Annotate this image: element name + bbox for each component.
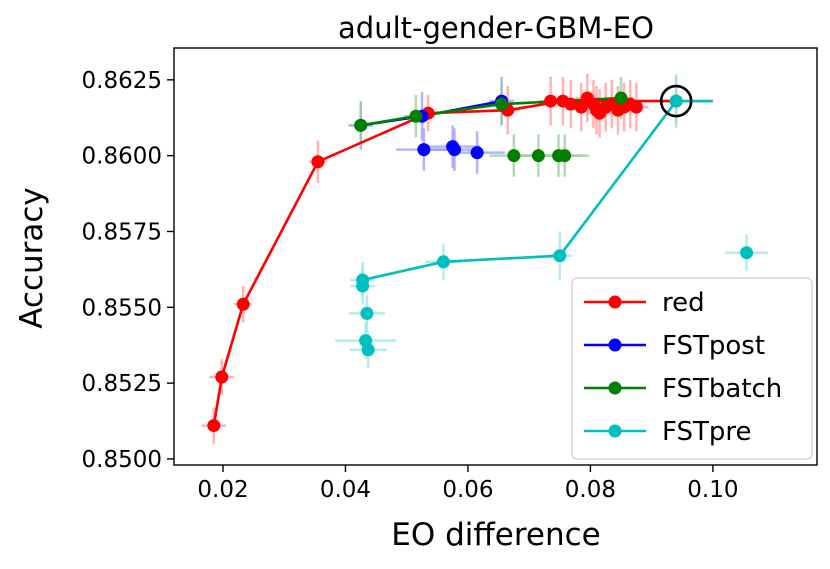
fstbatch-point: [558, 149, 572, 163]
y-tick-label: 0.8625: [82, 68, 162, 94]
x-tick-label: 0.02: [197, 477, 248, 503]
y-tick-label: 0.8600: [82, 144, 162, 170]
series-points: [207, 91, 754, 433]
red-point: [564, 97, 578, 111]
fstpre-point: [740, 246, 754, 260]
legend: red FSTpost FSTbatch FSTpre: [571, 277, 813, 460]
legend-box: [571, 277, 813, 460]
red-point: [207, 419, 221, 433]
fstpre-point: [669, 94, 683, 108]
fstbatch-point: [495, 97, 509, 111]
chart-title: adult-gender-GBM-EO: [338, 11, 654, 45]
x-tick-label: 0.10: [687, 477, 738, 503]
x-axis-label: EO difference: [391, 517, 600, 553]
legend-marker-fstbatch: [608, 381, 622, 395]
legend-marker-red: [608, 295, 622, 309]
plot-frame: [173, 47, 818, 466]
y-tick-label: 0.8500: [82, 447, 162, 473]
y-axis-label: Accuracy: [14, 187, 50, 329]
red-point: [544, 94, 558, 108]
legend-marker-fstpre: [608, 424, 622, 438]
fstbatch-point: [507, 149, 521, 163]
fstbatch-point: [409, 109, 423, 123]
fstbatch-point: [354, 118, 368, 132]
red-point: [629, 100, 643, 114]
legend-label-fstbatch: FSTbatch: [662, 374, 782, 404]
highlight-marker: [659, 84, 693, 118]
fstpre-point: [361, 343, 375, 357]
fstbatch-point: [531, 149, 545, 163]
y-tick-label: 0.8575: [82, 219, 162, 245]
fstpost-point: [417, 143, 431, 157]
fstpost-point: [470, 146, 484, 160]
fstpost-point: [447, 143, 461, 157]
red-point: [236, 297, 250, 311]
fstpre-point: [360, 306, 374, 320]
legend-label-fstpre: FSTpre: [662, 417, 752, 447]
x-tick-label: 0.08: [565, 477, 616, 503]
fstpre-point: [553, 249, 567, 263]
y-tick-label: 0.8525: [82, 371, 162, 397]
fstpre-point: [436, 255, 450, 269]
fstbatch-point: [614, 91, 628, 105]
red-point: [215, 370, 229, 384]
y-tick-label: 0.8550: [82, 295, 162, 321]
red-point: [574, 100, 588, 114]
legend-marker-fstpost: [608, 338, 622, 352]
legend-label-fstpost: FSTpost: [662, 331, 765, 361]
red-point: [311, 155, 325, 169]
fstpre-point: [356, 279, 370, 293]
legend-label-red: red: [662, 288, 705, 318]
x-tick-label: 0.06: [442, 477, 493, 503]
x-tick-label: 0.04: [320, 477, 371, 503]
